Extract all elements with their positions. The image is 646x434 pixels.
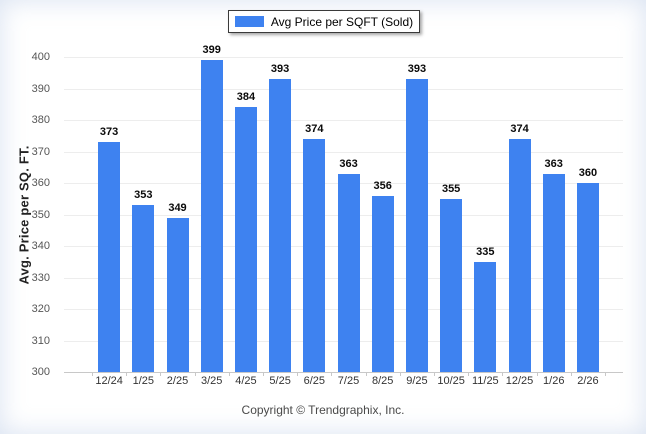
x-axis-tick <box>331 372 333 376</box>
copyright-text: Copyright © Trendgraphix, Inc. <box>241 403 405 417</box>
y-tick-label: 340 <box>31 240 50 252</box>
x-axis-tick <box>570 372 572 376</box>
gridline <box>64 57 623 58</box>
x-axis-line <box>64 372 623 373</box>
x-tick-label: 9/25 <box>406 375 428 387</box>
x-tick-label: 1/26 <box>543 375 565 387</box>
bar-value-label: 374 <box>305 122 324 135</box>
x-axis-tick <box>126 372 128 376</box>
bar-value-label: 335 <box>476 245 495 258</box>
bar-value-label: 393 <box>270 63 290 76</box>
bar-value-label: 355 <box>441 182 461 195</box>
bar-value-label: 374 <box>510 122 529 135</box>
gridline <box>64 120 623 121</box>
y-tick-label: 380 <box>31 114 50 126</box>
y-tick-label: 300 <box>31 366 50 378</box>
x-tick-label: 7/25 <box>337 375 360 387</box>
y-tick-label: 390 <box>31 82 50 95</box>
bar-value-label: 393 <box>407 63 427 76</box>
x-tick-label: 2/25 <box>166 375 189 387</box>
bar-3/25[interactable] <box>200 60 223 372</box>
bar-cell: 349 2/25 <box>160 57 194 387</box>
x-tick-label: 12/24 <box>95 375 123 387</box>
x-axis-tick <box>160 372 162 376</box>
bar-value-label: 384 <box>236 91 256 104</box>
y-tick-label: 370 <box>31 145 50 158</box>
x-axis-tick <box>468 372 470 376</box>
bar-value-label: 356 <box>373 179 392 192</box>
x-axis-tick <box>228 372 230 376</box>
legend-swatch-icon <box>234 16 264 27</box>
bar-cell: 356 8/25 <box>366 57 400 387</box>
y-tick-label: 400 <box>31 51 50 63</box>
bar-cell: 393 9/25 <box>400 57 434 387</box>
y-tick-label: 330 <box>31 271 50 284</box>
legend-label: Avg Price per SQFT (Sold) <box>270 14 414 29</box>
bar-1/25[interactable] <box>132 205 155 372</box>
x-axis-tick <box>263 372 264 376</box>
bar-cell: 353 1/25 <box>126 57 160 387</box>
plot-area: 300 310 320 330 340 350 360 370 380 390 400 373 12/2… <box>32 44 623 387</box>
bar-11/25[interactable] <box>474 261 497 372</box>
bar-cell: 393 5/25 <box>263 57 297 387</box>
x-axis-tick <box>434 372 435 376</box>
bar-cell: 355 10/25 <box>434 57 468 387</box>
y-tick-label: 320 <box>31 303 50 315</box>
bar-1/26[interactable] <box>542 173 565 372</box>
bar-12/25[interactable] <box>508 138 531 372</box>
x-axis-tick <box>92 372 93 376</box>
y-tick-label: 310 <box>31 334 50 347</box>
bar-cell: 335 11/25 <box>468 57 502 387</box>
x-tick-label: 11/25 <box>471 375 499 387</box>
bar-2/25[interactable] <box>166 217 189 372</box>
bar-cell: 384 4/25 <box>229 57 263 387</box>
bars-row: 373 12/24 353 1/25 349 2/25 399 3/25 384 4/25 393 5… <box>92 44 605 387</box>
bar-9/25[interactable] <box>405 79 428 372</box>
x-axis-tick <box>536 372 538 376</box>
bar-cell: 363 7/25 <box>331 57 365 387</box>
bar-10/25[interactable] <box>440 198 463 372</box>
x-tick-label: 1/25 <box>132 375 155 387</box>
y-tick-label: 360 <box>31 177 50 189</box>
x-axis-tick <box>605 372 606 376</box>
bar-cell: 374 12/25 <box>502 57 536 387</box>
bar-value-label: 373 <box>99 126 119 139</box>
x-tick-label: 10/25 <box>437 375 465 387</box>
bar-4/25[interactable] <box>234 107 257 372</box>
bar-cell: 360 2/26 <box>571 57 605 387</box>
bar-cell: 374 6/25 <box>297 57 331 387</box>
x-axis-tick <box>194 372 196 376</box>
x-tick-label: 5/25 <box>269 375 291 387</box>
bar-value-label: 349 <box>168 201 187 214</box>
bar-8/25[interactable] <box>371 195 394 372</box>
bar-value-label: 360 <box>578 167 598 179</box>
x-tick-label: 6/25 <box>303 375 326 387</box>
bar-5/25[interactable] <box>269 79 292 372</box>
x-axis-tick <box>399 372 401 376</box>
x-axis-tick <box>297 372 299 376</box>
y-tick-label: 350 <box>31 208 50 221</box>
gridline <box>64 88 623 90</box>
bar-6/25[interactable] <box>303 138 326 372</box>
bar-7/25[interactable] <box>337 173 360 372</box>
bar-cell: 363 1/26 <box>537 57 571 387</box>
bar-value-label: 363 <box>339 157 358 170</box>
x-tick-label: 3/25 <box>200 375 223 387</box>
gridline <box>64 151 623 153</box>
x-tick-label: 12/25 <box>505 375 534 387</box>
legend: Avg Price per SQFT (Sold) <box>228 10 420 33</box>
bar-12/24[interactable] <box>98 142 121 372</box>
x-tick-label: 8/25 <box>372 375 394 387</box>
x-axis-tick <box>365 372 367 376</box>
x-axis-tick <box>502 372 504 376</box>
x-tick-label: 4/25 <box>235 375 257 387</box>
bar-cell: 373 12/24 <box>92 57 126 387</box>
bar-2/26[interactable] <box>576 183 599 372</box>
x-tick-label: 2/26 <box>577 375 599 387</box>
bar-value-label: 363 <box>544 157 563 170</box>
bar-value-label: 353 <box>134 189 153 202</box>
bar-value-label: 399 <box>202 44 221 57</box>
bar-cell: 399 3/25 <box>195 44 229 387</box>
